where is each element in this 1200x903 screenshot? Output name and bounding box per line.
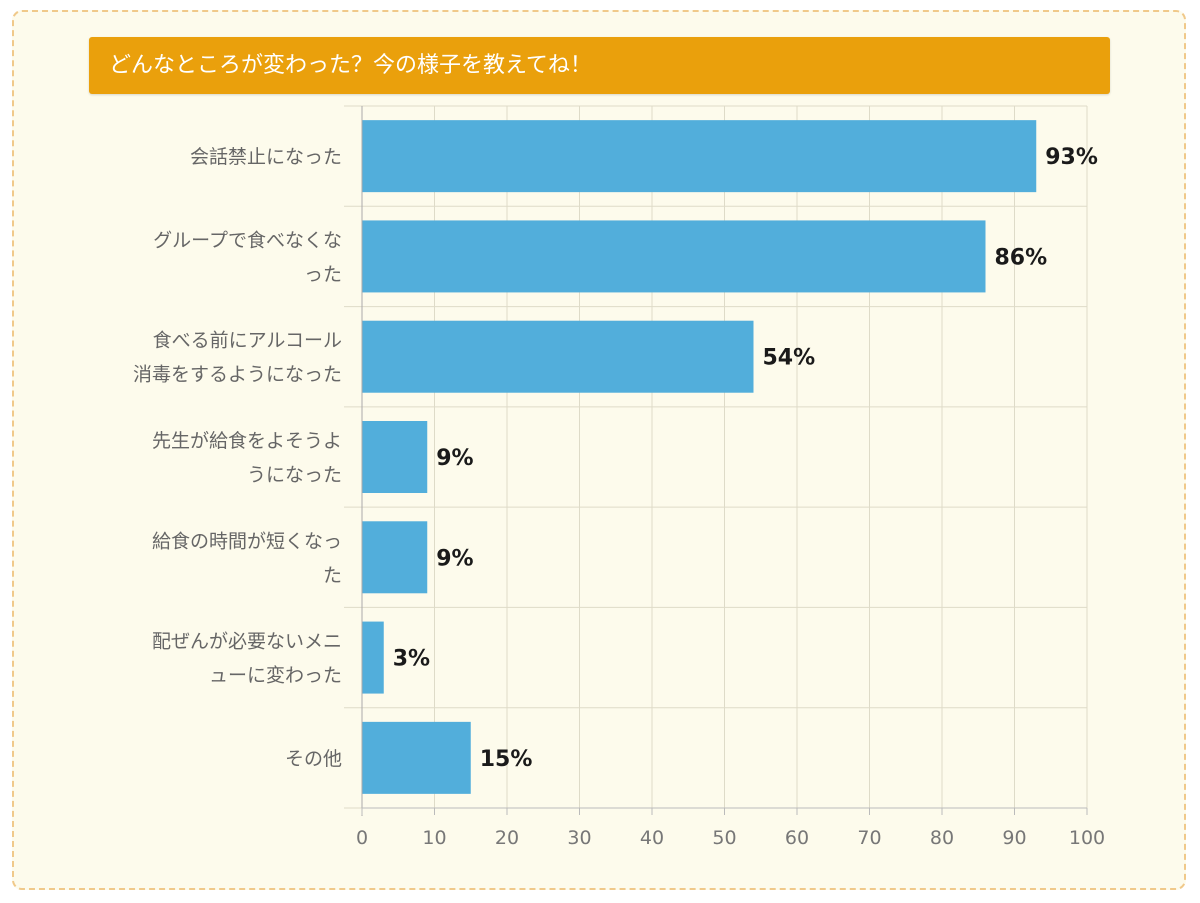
- x-tick-label: 20: [495, 827, 519, 849]
- chart-title-bar: どんなところが変わった？今の様子を教えてね！: [89, 37, 1110, 94]
- x-tick-label: 10: [422, 827, 446, 849]
- category-label: うになった: [247, 464, 342, 486]
- x-tick-label: 30: [567, 827, 591, 849]
- bar: [362, 621, 384, 694]
- x-tick-label: 100: [1069, 827, 1105, 849]
- data-label: 9%: [436, 546, 473, 571]
- bar: [362, 220, 986, 293]
- category-label: た: [323, 564, 342, 586]
- x-tick-label: 80: [930, 827, 954, 849]
- bar: [362, 521, 428, 594]
- x-tick-label: 50: [712, 827, 736, 849]
- category-label: 消毒をするようになった: [133, 364, 342, 386]
- category-label: 会話禁止になった: [190, 146, 342, 168]
- category-label: った: [304, 263, 342, 285]
- x-tick-label: 70: [857, 827, 881, 849]
- category-label: 給食の時間が短くなっ: [152, 530, 342, 552]
- category-label: その他: [285, 748, 342, 770]
- data-label: 3%: [393, 647, 430, 672]
- data-label: 9%: [436, 446, 473, 471]
- data-label: 93%: [1045, 145, 1098, 170]
- data-label: 54%: [763, 346, 816, 371]
- data-label: 15%: [480, 747, 533, 772]
- bar: [362, 120, 1037, 193]
- x-tick-label: 90: [1002, 827, 1026, 849]
- category-label: ューに変わった: [209, 665, 342, 687]
- x-tick-label: 0: [356, 827, 368, 849]
- data-label: 86%: [995, 245, 1048, 270]
- chart-title: どんなところが変わった？今の様子を教えてね！: [109, 53, 592, 78]
- bar: [362, 421, 428, 493]
- category-label: 先生が給食をよそうよ: [152, 430, 342, 452]
- category-label: 配ぜんが必要ないメニ: [152, 631, 342, 653]
- category-label: グループで食べなくな: [153, 229, 342, 251]
- category-label: 食べる前にアルコール: [153, 330, 342, 352]
- x-tick-label: 40: [640, 827, 664, 849]
- bar: [362, 721, 471, 794]
- bar: [362, 320, 754, 393]
- x-tick-label: 60: [785, 827, 809, 849]
